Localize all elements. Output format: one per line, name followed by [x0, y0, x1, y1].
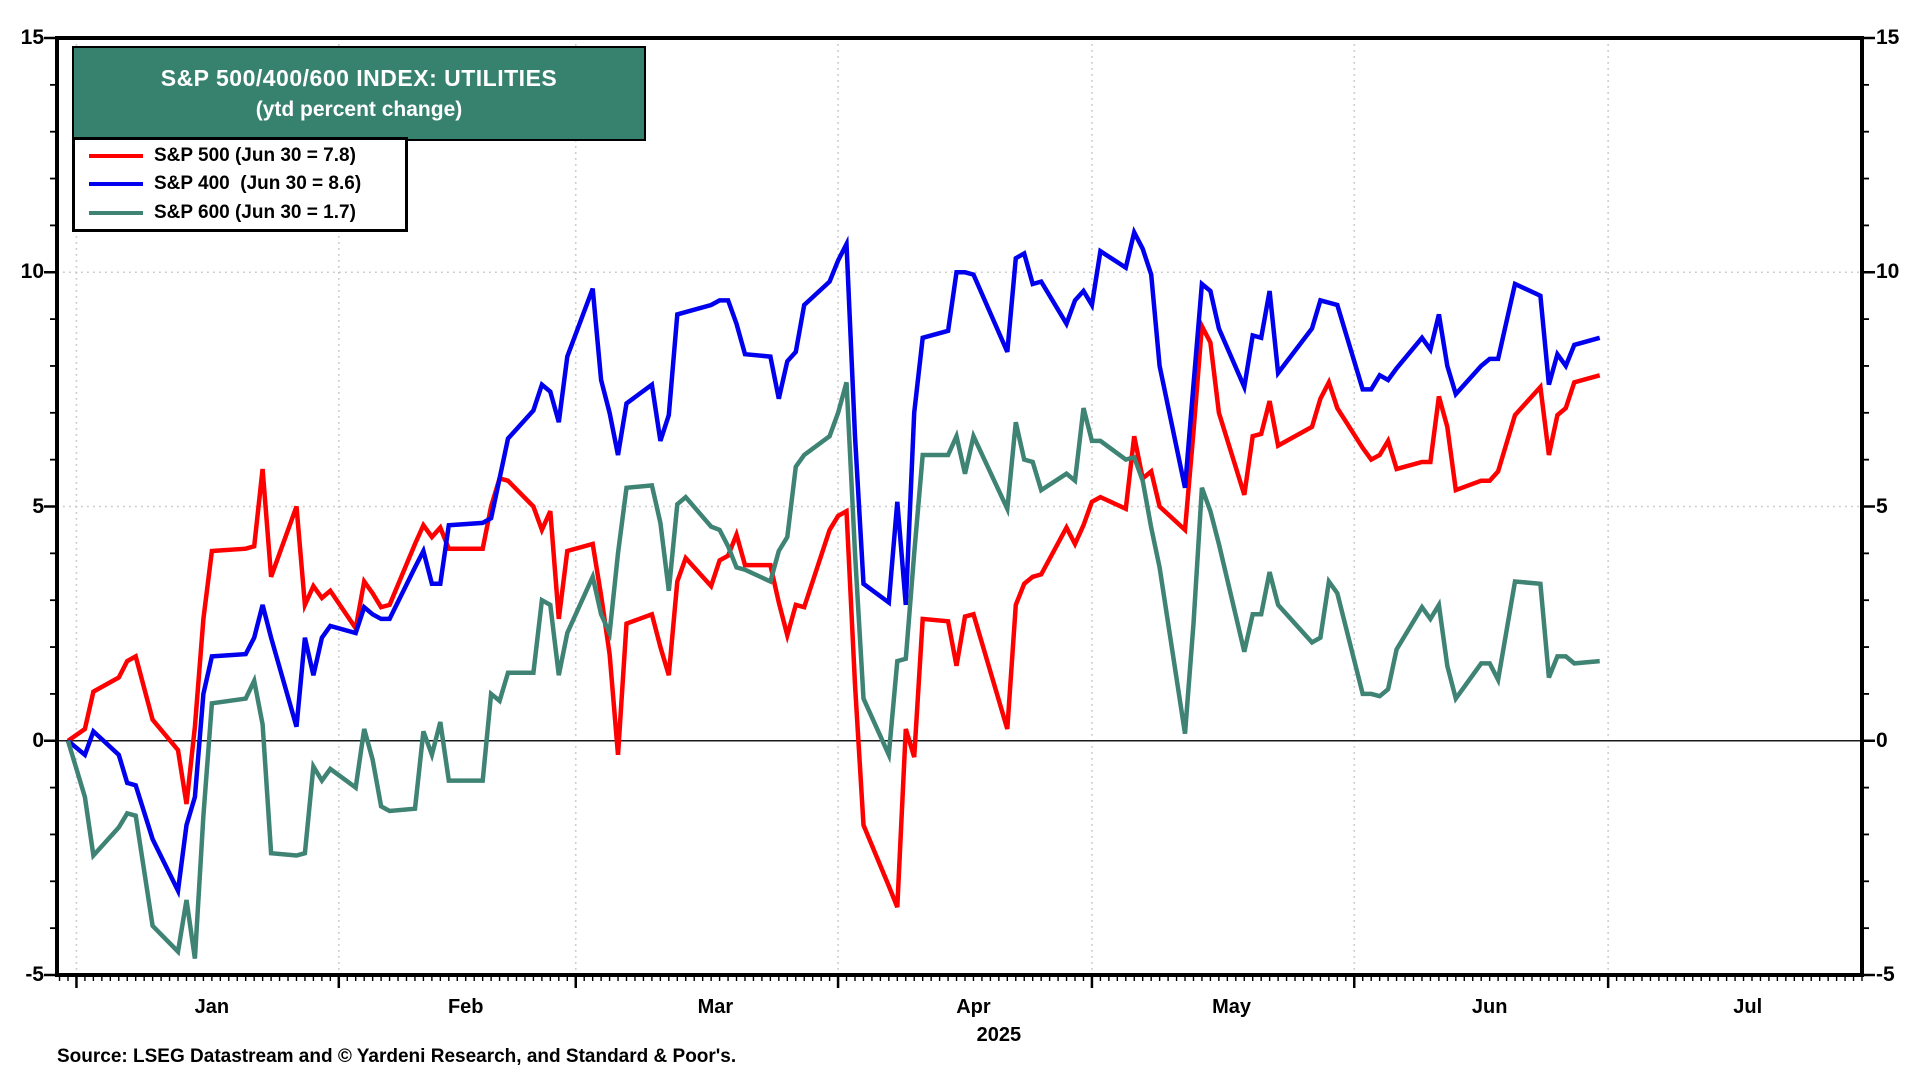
x-axis-month-label: Jul [1733, 996, 1763, 1018]
y-axis-label-right: 10 [1876, 260, 1900, 284]
x-axis-year-label: 2025 [976, 1024, 1022, 1046]
plot-frame [55, 36, 1864, 977]
legend-line-swatch-sp500 [89, 154, 143, 159]
y-axis-label-right: 0 [1876, 728, 1888, 752]
legend-line-swatch-sp400 [89, 182, 143, 187]
series-line-sp600 [65, 381, 1600, 959]
legend-label-sp600: S&P 600 (Jun 30 = 1.7) [154, 201, 356, 223]
x-axis-month-label: Mar [697, 996, 734, 1018]
y-axis-label-left: 10 [20, 260, 44, 284]
y-axis-label-right: 15 [1876, 26, 1900, 49]
x-axis-month-label: Feb [447, 996, 484, 1018]
y-axis-label-left: 0 [32, 728, 44, 752]
legend-label-sp400: S&P 400 (Jun 30 = 8.6) [154, 173, 362, 195]
chart-title: S&P 500/400/600 INDEX: UTILITIES [160, 65, 558, 91]
y-axis-label-left: 15 [20, 26, 44, 49]
legend: S&P 500 (Jun 30 = 7.8) S&P 400 (Jun 30 = … [72, 137, 408, 232]
chart-title-box: S&P 500/400/600 INDEX: UTILITIES (ytd pe… [72, 46, 646, 141]
x-axis-month-label: Jan [194, 996, 230, 1018]
y-axis-label-left: 5 [32, 494, 44, 518]
legend-label-sp500: S&P 500 (Jun 30 = 7.8) [154, 145, 356, 167]
y-axis-label-right: 5 [1876, 494, 1888, 518]
y-axis-label-right: -5 [1876, 963, 1895, 986]
legend-line-swatch-sp600 [89, 210, 143, 215]
series-line-sp400 [66, 225, 1601, 899]
legend-item-sp400: S&P 400 (Jun 30 = 8.6) [75, 170, 405, 198]
x-axis-month-label: Jun [1471, 996, 1508, 1018]
x-axis-month-label: May [1212, 996, 1251, 1018]
legend-item-sp500: S&P 500 (Jun 30 = 7.8) [75, 142, 405, 170]
y-axis-label-left: -5 [25, 963, 44, 986]
series-line-sp500 [66, 318, 1601, 908]
legend-item-sp600: S&P 600 (Jun 30 = 1.7) [75, 199, 405, 227]
source-credit: Source: LSEG Datastream and © Yardeni Re… [57, 1046, 737, 1067]
chart-subtitle: (ytd percent change) [255, 98, 463, 121]
x-axis-month-label: Apr [956, 996, 991, 1018]
